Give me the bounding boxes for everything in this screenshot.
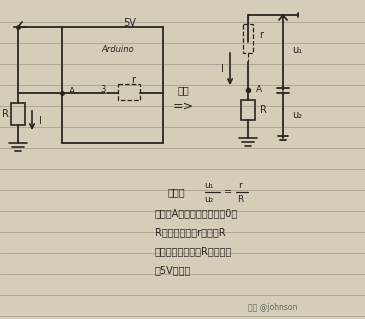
Text: 等效: 等效 xyxy=(177,85,189,95)
Text: u₂: u₂ xyxy=(204,195,214,204)
Text: R: R xyxy=(260,105,266,115)
Bar xyxy=(11,103,25,125)
Text: 对5V的限保: 对5V的限保 xyxy=(155,265,191,275)
Text: 为了使A点电位尽可能等于0，: 为了使A点电位尽可能等于0， xyxy=(155,208,238,218)
Text: r: r xyxy=(259,30,263,40)
Text: I: I xyxy=(220,64,223,74)
Bar xyxy=(243,24,253,53)
Text: 分压：: 分压： xyxy=(168,187,186,197)
Text: u₁: u₁ xyxy=(292,45,302,55)
Text: 又不能太小，因为R太小的话: 又不能太小，因为R太小的话 xyxy=(155,246,233,256)
Text: 5V: 5V xyxy=(124,18,137,28)
Text: r: r xyxy=(238,182,242,190)
Text: A: A xyxy=(256,85,262,94)
Text: r: r xyxy=(131,75,135,85)
Bar xyxy=(241,100,255,120)
Text: A: A xyxy=(69,86,75,95)
Text: R: R xyxy=(1,109,8,119)
Text: u₁: u₁ xyxy=(204,182,214,190)
Text: =>: => xyxy=(172,100,193,113)
Text: Arduino: Arduino xyxy=(102,46,134,55)
Text: 3: 3 xyxy=(100,85,106,94)
Text: =: = xyxy=(224,187,232,197)
Text: R: R xyxy=(237,195,243,204)
Text: u₂: u₂ xyxy=(292,110,302,120)
Text: R应该尽可能比r小，但R: R应该尽可能比r小，但R xyxy=(155,227,226,237)
Text: 知乎 @johnson: 知乎 @johnson xyxy=(248,303,297,313)
Bar xyxy=(118,84,140,100)
Text: I: I xyxy=(39,115,42,125)
